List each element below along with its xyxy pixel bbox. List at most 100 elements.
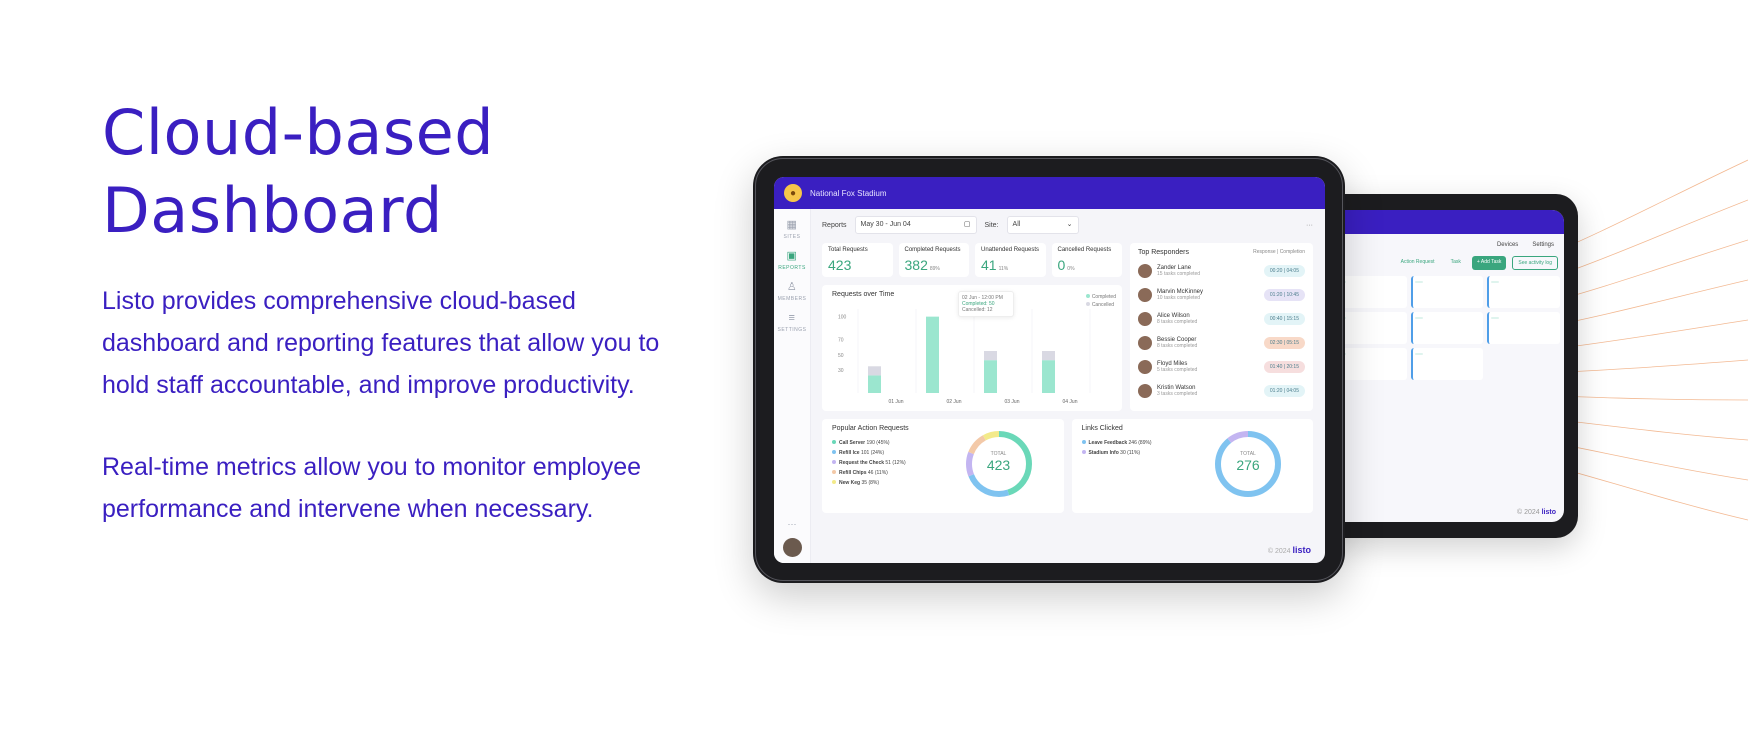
legend-item: Request the Check 51 (12%)	[832, 458, 1054, 468]
top-responders-card: Top Responders Response | Completion Zan…	[1130, 243, 1313, 411]
bar-completed[interactable]	[926, 316, 939, 393]
response-time-badge: 00:40 | 15:15	[1263, 313, 1305, 325]
responder-row[interactable]: Floyd Miles 5 tasks completed 01:40 | 20:…	[1138, 358, 1305, 376]
links-clicked-card: Links Clicked Leave Feedback 246 (89%) St…	[1071, 419, 1313, 513]
sidebar-item-members[interactable]: ♙ MEMBERS	[774, 281, 810, 302]
filter-bar: Reports May 30 - Jun 04 ▢ Site: All ⌄ ···	[822, 215, 1313, 235]
task-card[interactable]	[1487, 312, 1560, 344]
donut-slice	[965, 431, 1032, 497]
legend-item: Stadium Info 30 (11%)	[1081, 448, 1304, 458]
stat-cancelled: Cancelled Requests 0 0%	[1051, 243, 1122, 277]
links-clicked-title: Links Clicked	[1081, 425, 1123, 432]
chart-tooltip: 02 Jun - 12:00 PM Completed: 50 Cancelle…	[958, 291, 1014, 317]
x-tick-label: 02 Jun	[946, 399, 961, 405]
avatar	[1138, 264, 1152, 278]
bar-cancelled[interactable]	[1042, 351, 1055, 361]
popular-actions-donut	[965, 431, 1032, 497]
response-time-badge: 01:20 | 04:05	[1263, 385, 1305, 397]
date-range-picker[interactable]: May 30 - Jun 04 ▢	[854, 216, 977, 234]
activity-log-button[interactable]: See activity log	[1512, 256, 1558, 270]
add-task-button[interactable]: + Add Task	[1471, 256, 1507, 270]
response-time-badge: 00:20 | 04:05	[1263, 265, 1305, 277]
x-tick-label: 01 Jun	[888, 399, 903, 405]
popular-actions-card: Popular Action Requests Call Server 190 …	[822, 419, 1064, 513]
responder-row[interactable]: Marvin McKinney 10 tasks completed 01:20 …	[1138, 286, 1305, 304]
action-request-filter[interactable]: Action Request	[1400, 259, 1435, 265]
stat-completed: Completed Requests 382 89%	[898, 243, 969, 277]
site-select[interactable]: All ⌄	[1006, 216, 1079, 234]
sidebar-item-reports[interactable]: ▣ REPORTS	[774, 250, 810, 271]
title-line-1: Cloud-based	[102, 96, 495, 169]
legend-item: Call Server 190 (45%)	[832, 438, 1054, 448]
back-tablet-header	[1330, 210, 1564, 234]
bar-cancelled[interactable]	[984, 351, 997, 361]
y-tick-label: 100	[838, 315, 847, 321]
stat-total: Total Requests 423	[822, 243, 893, 277]
task-filter[interactable]: Task	[1450, 259, 1461, 265]
chart-legend: Completed Cancelled	[1085, 293, 1116, 309]
metrics-paragraph: Real-time metrics allow you to monitor e…	[102, 453, 642, 523]
responder-row[interactable]: Zander Lane 15 tasks completed 00:20 | 04…	[1138, 262, 1305, 280]
x-tick-label: 04 Jun	[1062, 399, 1077, 405]
y-tick-label: 70	[838, 338, 844, 344]
responder-row[interactable]: Alice Wilson 8 tasks completed 00:40 | 15…	[1138, 310, 1305, 328]
links-clicked-donut	[1215, 431, 1281, 497]
responders-subtitle: Response | Completion	[1253, 249, 1305, 255]
devices-link[interactable]: Devices	[1496, 242, 1519, 248]
requests-chart-card: Requests over Time 100 70 50 30 01 Jun 02 Jun…	[822, 285, 1122, 411]
popular-actions-legend: Call Server 190 (45%) Refill Ice 101 (24%…	[832, 438, 1054, 488]
x-tick-label: 03 Jun	[1004, 399, 1019, 405]
back-tablet: Devices Settings Action Request Task + A…	[1300, 194, 1578, 538]
task-card[interactable]	[1410, 348, 1484, 380]
task-card[interactable]	[1334, 276, 1407, 308]
chart-title: Requests over Time	[832, 291, 895, 298]
dashboard-main: Reports May 30 - Jun 04 ▢ Site: All ⌄ ··· …	[810, 209, 1325, 563]
task-card[interactable]	[1334, 312, 1407, 344]
chevron-down-icon: ⌄	[1066, 221, 1073, 228]
task-card[interactable]	[1487, 276, 1560, 308]
reports-icon: ▣	[786, 250, 798, 262]
legend-item: New Keg 35 (8%)	[832, 478, 1054, 488]
site-label: Site:	[984, 221, 999, 229]
dashboard-topbar: ● National Fox Stadium	[774, 177, 1325, 209]
reports-label: Reports	[822, 221, 847, 229]
more-icon[interactable]: ···	[787, 519, 797, 529]
settings-link[interactable]: Settings	[1532, 242, 1554, 248]
responder-row[interactable]: Bessie Cooper 8 tasks completed 02:30 | 0…	[1138, 334, 1305, 352]
title-line-2: Dashboard	[102, 174, 443, 247]
donut-slice	[965, 431, 1032, 497]
avatar[interactable]	[783, 538, 802, 557]
brand-footer: © 2024 listo	[1267, 545, 1311, 555]
response-time-badge: 01:40 | 20:15	[1263, 361, 1305, 373]
responder-row[interactable]: Kristin Watson 3 tasks completed 01:20 | …	[1138, 382, 1305, 400]
task-card[interactable]	[1410, 312, 1484, 344]
response-time-badge: 02:30 | 05:15	[1263, 337, 1305, 349]
stat-unattended: Unattended Requests 41 11%	[975, 243, 1046, 277]
avatar	[1138, 336, 1152, 350]
responders-title: Top Responders	[1138, 249, 1189, 256]
avatar	[1138, 288, 1152, 302]
sidebar-item-sites[interactable]: ▦ SITES	[774, 219, 810, 240]
fox-logo-icon: ●	[784, 184, 802, 202]
bar-completed[interactable]	[984, 360, 997, 393]
sites-icon: ▦	[786, 219, 798, 231]
legend-item: Leave Feedback 246 (89%)	[1081, 438, 1304, 448]
legend-item: Refill Ice 101 (24%)	[832, 448, 1054, 458]
donut-slice	[1215, 431, 1281, 497]
dashboard-screen: ● National Fox Stadium ▦ SITES ▣ REPORTS ♙…	[774, 177, 1325, 563]
popular-actions-total: 423	[986, 457, 1011, 473]
intro-paragraph: Listo provides comprehensive cloud-based…	[102, 287, 660, 399]
back-brand: © 2024 listo	[1516, 509, 1556, 516]
task-grid	[1330, 270, 1564, 386]
sidebar-item-settings[interactable]: ≡ SETTINGS	[774, 312, 810, 333]
more-options-button[interactable]: ···	[1306, 221, 1313, 229]
bar-completed[interactable]	[1042, 360, 1055, 393]
hero-section: Cloud-based Dashboard Listo provides com…	[102, 94, 662, 530]
donut-slice	[965, 431, 1032, 497]
task-card[interactable]	[1410, 276, 1484, 308]
bar-cancelled[interactable]	[868, 366, 881, 376]
y-tick-label: 50	[838, 353, 844, 359]
response-time-badge: 01:20 | 10:45	[1263, 289, 1305, 301]
members-icon: ♙	[786, 281, 798, 293]
bar-completed[interactable]	[868, 375, 881, 393]
